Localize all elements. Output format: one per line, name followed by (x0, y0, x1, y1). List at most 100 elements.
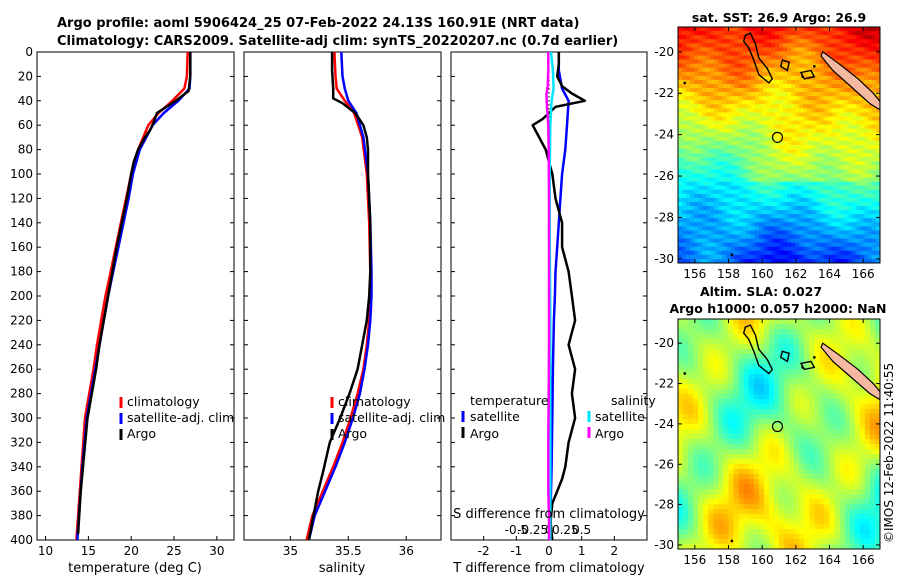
map-cell (829, 514, 836, 520)
map-cell (869, 509, 876, 515)
map-cell (773, 364, 780, 370)
map-cell (703, 474, 709, 480)
map-cell (738, 157, 744, 162)
map-cell (754, 43, 760, 48)
map-cell (855, 51, 861, 57)
map-cell (807, 153, 812, 158)
map-cell (803, 39, 808, 44)
map-cell (819, 404, 826, 410)
map-cell (814, 324, 820, 330)
map-cell (789, 459, 795, 465)
map-cell (746, 258, 752, 263)
map-cell (708, 499, 714, 505)
map-cell (683, 404, 689, 410)
map-cell (706, 189, 711, 195)
map-cell (748, 494, 755, 500)
map-cell (789, 359, 795, 365)
map-cell (706, 51, 711, 57)
map-cell (871, 222, 877, 227)
map-cell (682, 210, 687, 215)
map-cell (867, 145, 873, 150)
map-cell (799, 96, 804, 101)
map-cell (875, 47, 880, 53)
map-cell (794, 324, 800, 330)
map-cell (809, 459, 815, 465)
map-cell (799, 145, 804, 150)
map-cell (787, 51, 792, 57)
map-cell (690, 116, 695, 122)
map-cell (875, 189, 880, 195)
map-cell (688, 414, 694, 420)
map-cell (803, 181, 808, 187)
map-cell (867, 246, 873, 252)
map-cell (718, 258, 724, 263)
map-cell (829, 344, 836, 350)
map-cell (718, 112, 724, 118)
map-cell (750, 31, 756, 36)
x-tick-label: 0 (545, 544, 553, 558)
map-cell (733, 404, 740, 410)
map-cell (859, 469, 866, 475)
map-cell (779, 136, 784, 142)
map-cell (750, 71, 756, 77)
map-cell (791, 246, 796, 252)
map-cell (693, 504, 699, 510)
map-cell (683, 459, 689, 465)
map-cell (683, 419, 689, 425)
map-cell (823, 128, 829, 134)
map-cell (835, 27, 841, 32)
map-cell (787, 197, 792, 203)
map-cell (683, 394, 689, 400)
map-cell (819, 374, 826, 380)
map-cell (723, 519, 730, 525)
map-cell (875, 39, 880, 44)
map-cell (851, 27, 857, 32)
map-cell (854, 444, 861, 450)
map-cell (774, 165, 780, 171)
map-cell (874, 524, 880, 530)
map-cell (863, 149, 869, 154)
map-cell (823, 250, 829, 256)
map-cell (758, 489, 765, 495)
map-cell (770, 189, 776, 195)
map-cell (807, 246, 812, 252)
map-cell (819, 88, 825, 93)
map-cell (863, 55, 869, 61)
map-cell (779, 108, 784, 114)
map-cell (819, 424, 826, 430)
map-cell (682, 47, 687, 53)
map-cell (774, 189, 780, 195)
map-cell (794, 329, 800, 335)
map-cell (758, 439, 765, 445)
map-cell (809, 519, 815, 525)
map-cell (750, 47, 756, 53)
map-cell (698, 494, 704, 500)
map-cell (814, 374, 820, 380)
map-cell (835, 161, 841, 166)
map-cell (799, 128, 804, 134)
y-tick-label: 0 (25, 45, 33, 59)
map-cell (706, 254, 711, 260)
map-cell (849, 429, 856, 435)
map-cell (859, 258, 865, 263)
map-cell (733, 504, 740, 510)
map-cell (794, 519, 800, 525)
map-cell (768, 384, 775, 390)
map-cell (722, 136, 728, 142)
map-cell (787, 201, 792, 207)
map-cell (754, 169, 760, 175)
map-cell (867, 161, 873, 166)
map-cell (746, 51, 752, 57)
map-cell (754, 83, 760, 89)
map-cell (871, 201, 877, 207)
map-cell (827, 246, 833, 252)
map-cell (713, 494, 719, 500)
map-cell (784, 419, 790, 425)
map-cell (706, 258, 711, 263)
map-cell (799, 454, 805, 460)
map-cell (859, 116, 865, 122)
map-cell (804, 519, 810, 525)
map-cell (698, 334, 704, 340)
map-cell (859, 524, 866, 530)
map-cell (738, 504, 745, 510)
